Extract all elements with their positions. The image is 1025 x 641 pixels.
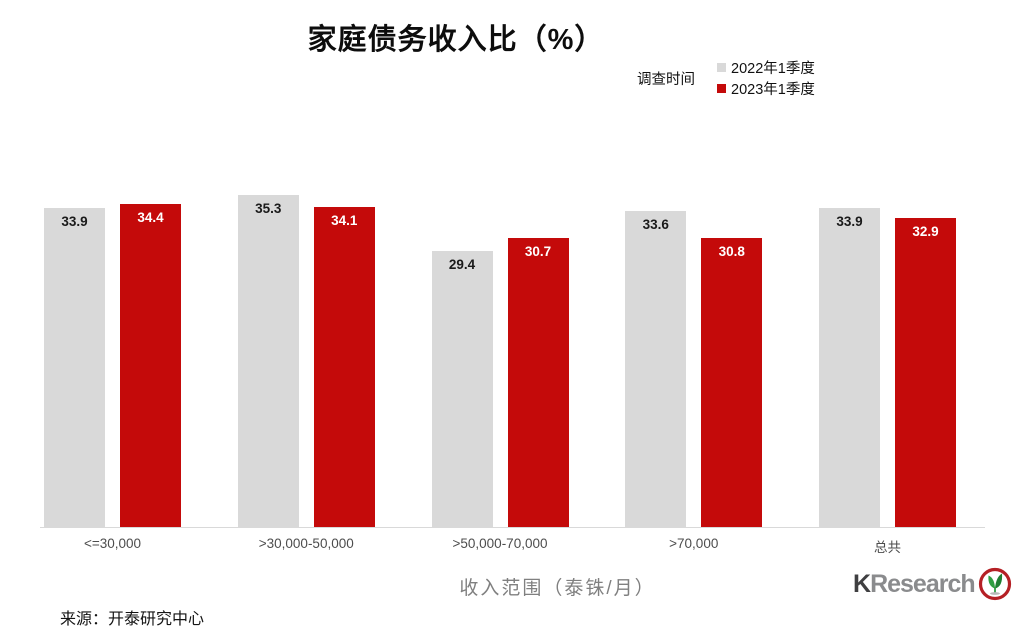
bar-2023年1季度-总共: 32.9: [895, 217, 956, 527]
bar-2022年1季度-总共: 33.9: [819, 208, 880, 527]
kasikorn-sprout-icon: [977, 566, 1013, 602]
bar-value-label: 35.3: [255, 201, 282, 217]
bar-group: 33.9 34.4: [44, 203, 181, 527]
bar-2023年1季度->70,000: 30.8: [701, 237, 763, 527]
bar-value-label: 33.9: [836, 214, 863, 230]
legend-title: 调查时间: [637, 71, 695, 88]
bar-2022年1季度-<=30,000: 33.9: [44, 208, 105, 527]
kresearch-logo: KResearch: [853, 566, 1013, 602]
bar-value-label: 34.1: [331, 212, 358, 228]
bar-2022年1季度->30,000-50,000: 35.3: [237, 195, 299, 527]
bar-value-label: 33.9: [61, 214, 88, 230]
legend-label: 2023年1季度: [731, 82, 815, 98]
bar-value-label: 34.4: [137, 209, 164, 225]
bar-2022年1季度->50,000-70,000: 29.4: [431, 250, 493, 527]
logo-letter-k: K: [853, 570, 871, 598]
category-label: 总共: [874, 540, 901, 555]
bar-value-label: 33.6: [642, 217, 669, 233]
bar-value-label: 30.7: [524, 244, 552, 260]
bar-2023年1季度->30,000-50,000: 34.1: [313, 206, 375, 527]
category-label: >30,000-50,000: [258, 536, 354, 551]
category-label: >70,000: [669, 536, 719, 551]
bar-group: 33.9 32.9: [819, 208, 956, 527]
legend-label: 2022年1季度: [731, 61, 815, 77]
bar-value-label: 30.8: [718, 243, 745, 259]
kresearch-logo-text: KResearch: [853, 567, 976, 601]
legend-marker: [717, 84, 726, 93]
category-label: >50,000-70,000: [452, 536, 548, 551]
source-note: 来源：开泰研究中心: [60, 611, 205, 628]
bar-group: 29.4 30.7: [431, 238, 569, 527]
legend-item-2022年1季度: 2022年1季度: [717, 57, 815, 78]
chart-title: 家庭债务收入比（%）: [307, 24, 605, 56]
x-axis-line: [40, 527, 985, 528]
bar-2022年1季度->70,000: 33.6: [625, 211, 687, 527]
bar-plot-area: 33.9 34.4 35.3 34.1 29.4 30.7 33.6 30.8 33.9 32.9: [44, 0, 956, 527]
bar-group: 35.3 34.1: [237, 195, 375, 527]
category-axis: <=30,000 >30,000-50,000 >50,000-70,000 >70,…: [44, 536, 956, 556]
bar-group: 33.6 30.8: [625, 211, 763, 527]
x-axis-title: 收入范围（泰铢/月）: [459, 578, 656, 599]
logo-word-research: Research: [870, 570, 976, 598]
legend-item-2023年1季度: 2023年1季度: [717, 78, 831, 99]
legend: 调查时间 2022年1季度 2023年1季度: [637, 57, 831, 99]
category-label: <=30,000: [83, 536, 142, 551]
bar-value-label: 29.4: [448, 256, 476, 272]
bar-2023年1季度-<=30,000: 34.4: [120, 203, 181, 527]
bar-value-label: 32.9: [912, 223, 939, 239]
legend-marker: [717, 63, 726, 72]
legend-items: 2022年1季度 2023年1季度: [717, 57, 831, 99]
bar-2023年1季度->50,000-70,000: 30.7: [507, 238, 569, 527]
